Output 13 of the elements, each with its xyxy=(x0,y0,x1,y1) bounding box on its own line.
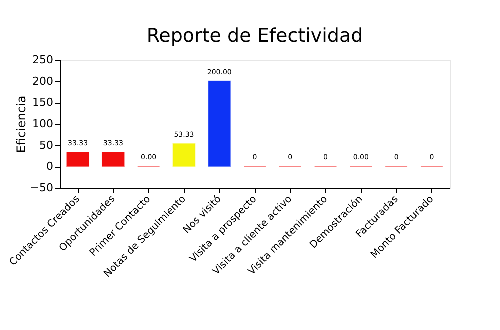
y-tick-label: 0 xyxy=(46,160,54,174)
bar xyxy=(66,152,90,168)
y-tick-label: 200 xyxy=(32,74,54,88)
y-tick-label: 100 xyxy=(32,118,54,130)
bar xyxy=(102,152,125,168)
y-tick-label: 250 xyxy=(32,54,54,66)
bar xyxy=(208,80,232,168)
y-tick-label: 50 xyxy=(40,138,54,152)
chart-title: Reporte de Efectividad xyxy=(146,25,364,47)
y-tick-label: −50 xyxy=(30,182,54,194)
y-tick-label: 150 xyxy=(32,96,54,110)
y-axis-title: Eficiencia xyxy=(14,96,28,154)
bar xyxy=(172,143,196,168)
